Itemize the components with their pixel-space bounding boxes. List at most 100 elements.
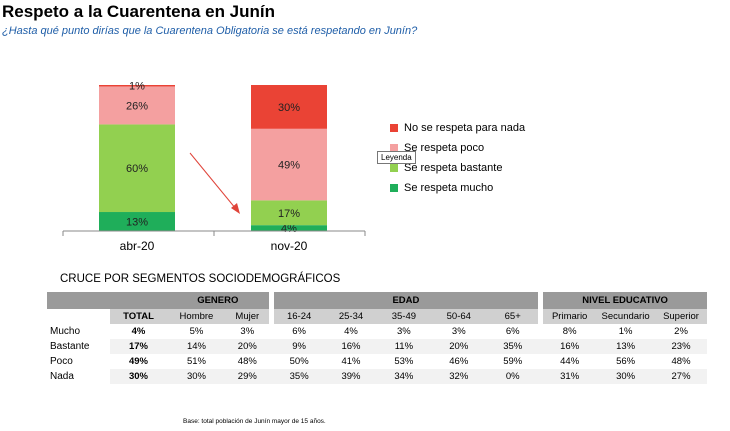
table-cell: 41% [341,356,361,367]
column-gap [538,369,544,384]
table-cell: 17% [110,339,167,354]
table-cell: 16% [324,339,378,354]
table-cell: 31% [543,369,597,384]
bar-segment [99,124,175,213]
bar-segment [99,85,175,87]
table-cell: 11% [377,339,431,354]
table-cell: 59% [503,356,523,367]
table-cell: 20% [430,339,488,354]
table-cell: 3% [451,326,466,337]
table-cell: 3% [397,326,411,337]
table-cell: 8% [562,326,577,337]
table-cell: 2% [674,326,688,337]
chart-legend: No se respeta para nada Se respeta poco Se… [390,118,525,198]
crosstab-table: GENERO EDAD NIVEL EDUCATIVO TOTAL Hombre Muje… [47,292,707,384]
table-cell: 49% [128,356,148,367]
table-cell: 50% [289,356,309,367]
column-gap [268,339,274,354]
legend-swatch [390,164,398,172]
table-cell: 3% [240,326,255,337]
row-label: Poco [50,356,73,367]
table-cell: 30% [110,369,167,384]
legend-item: No se respeta para nada [390,118,525,138]
table-cell: 39% [324,369,378,384]
x-tick-label: abr-20 [120,239,155,253]
row-label: Nada [47,369,111,384]
table-cell: 29% [225,369,269,384]
table-row: Mucho 4% 5% 3% 6% 4% 3% 3% 6% 8% 1% 2% [47,324,707,339]
group-header-nivel: NIVEL EDUCATIVO [543,292,707,309]
column-header: TOTAL [110,309,167,324]
legend-swatch [390,184,398,192]
column-header: 35-49 [377,309,431,324]
table-row: Bastante 17% 14% 20% 9% 16% 11% 20% 35% 16% 13% 23% [47,339,707,354]
table-row: Poco 49% 51% 48% 50% 41% 53% 46% 59% 44% 56% 48% [47,354,707,369]
table-cell: 46% [449,356,469,367]
column-header: Primario [543,309,597,324]
table-cell: 27% [655,369,707,384]
table-cell: 48% [671,356,691,367]
table-cell: 23% [655,339,707,354]
group-header-edad: EDAD [273,292,539,309]
table-cell: 1% [618,326,633,337]
column-header: Secundario [596,309,656,324]
stacked-bar-chart: 13% 60% 26% 1% abr-20 4% 17% 49% 30% nov-20 [62,81,366,253]
data-label: 26% [126,100,148,112]
legend-item: Se respeta bastante [390,158,525,178]
column-header: Mujer [225,309,269,324]
column-gap [268,309,274,324]
column-header: Superior [655,309,707,324]
legend-item: Se respeta mucho [390,178,525,198]
column-header: 50-64 [430,309,488,324]
table-cell: 4% [131,326,146,337]
data-label: 17% [278,208,300,220]
legend-tooltip: Leyenda [377,151,416,164]
column-gap [538,309,544,324]
legend-item: Se respeta poco [390,138,525,158]
group-gap [538,292,544,309]
group-gap [268,292,274,309]
bar-segment [99,86,175,125]
bar-segment [251,200,327,226]
table-cell: 13% [596,339,656,354]
legend-label: Se respeta poco [404,142,485,154]
column-header: 16-24 [273,309,325,324]
data-label: 49% [278,160,300,172]
data-label: 13% [126,217,148,229]
bar-segment [251,128,327,201]
table-cell: 34% [377,369,431,384]
table-cell: 35% [487,339,539,354]
table-cell: 51% [186,356,206,367]
bar-segment [251,225,327,231]
table-cell: 30% [166,369,226,384]
group-header-row: GENERO EDAD NIVEL EDUCATIVO [47,292,707,309]
table-cell: 35% [273,369,325,384]
group-header-genero: GENERO [166,292,269,309]
table-cell: 14% [166,339,226,354]
legend-label: Se respeta mucho [404,182,494,194]
table-cell: 30% [596,369,656,384]
table-cell: 44% [560,356,580,367]
data-label: 60% [126,163,148,175]
data-label: 1% [129,81,145,93]
row-label: Bastante [47,339,111,354]
row-label: Mucho [50,326,81,337]
table-cell: 5% [189,326,204,337]
table-cell: 9% [273,339,325,354]
column-header: Hombre [166,309,226,324]
table-cell: 20% [225,339,269,354]
table-cell: 6% [292,326,306,337]
table-cell: 6% [505,326,520,337]
column-header: 25-34 [324,309,378,324]
page-title: Respeto a la Cuarentena en Junín [2,2,276,21]
table-cell: 4% [344,326,358,337]
table-cell: 48% [237,356,257,367]
table-cell: 32% [430,369,488,384]
data-label: 4% [281,223,297,235]
column-header-row: TOTAL Hombre Mujer 16-24 25-34 35-49 50-64 65+ P… [47,309,707,324]
data-label: 30% [278,102,300,114]
column-header: 65+ [487,309,539,324]
trend-arrow [189,152,237,210]
section-title: CRUCE POR SEGMENTOS SOCIODEMOGRÁFICOS [60,273,341,285]
x-tick-label: nov-20 [271,239,308,253]
